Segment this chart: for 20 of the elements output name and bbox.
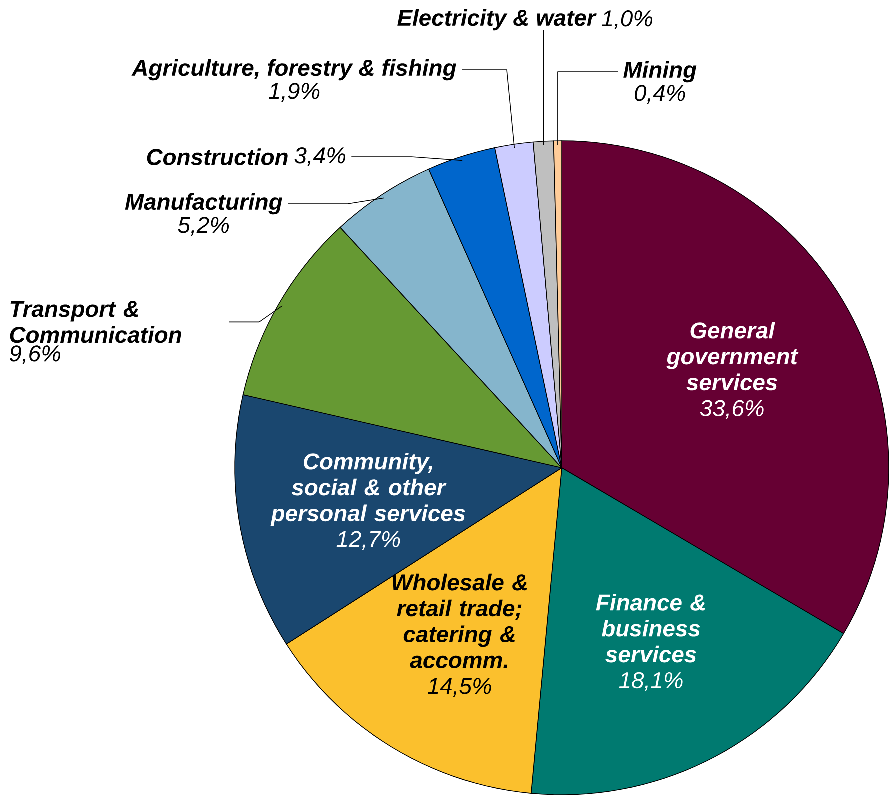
slice-label: General government services xyxy=(666,322,799,391)
slice-label: Mining xyxy=(624,61,697,83)
data-label: 1,0% xyxy=(602,10,653,30)
data-label: 0,4% xyxy=(634,85,686,104)
slice-label: Manufacturing xyxy=(125,193,282,215)
data-label: 12,7% xyxy=(336,531,400,550)
data-label: 14,5% xyxy=(428,678,492,698)
slice-label: Wholesale & retail trade; catering & accomm. xyxy=(392,574,528,668)
data-label: 33,6% xyxy=(700,400,764,420)
slice-label: Finance & business services xyxy=(596,594,706,663)
legend-label: Transport & Communication xyxy=(10,301,182,344)
data-label: 9,6% xyxy=(10,346,60,365)
data-label: 5,2% xyxy=(178,217,230,236)
slice-label: Construction xyxy=(147,148,288,166)
data-label: 1,9% xyxy=(268,83,320,102)
slice-label: Community, social & other personal services xyxy=(270,452,466,526)
data-label: 3,4% xyxy=(294,148,346,166)
data-label: 18,1% xyxy=(619,672,683,692)
slice-label: Electricity & water xyxy=(398,9,597,31)
slice-label: Agriculture, forestry & fishing xyxy=(132,59,456,81)
